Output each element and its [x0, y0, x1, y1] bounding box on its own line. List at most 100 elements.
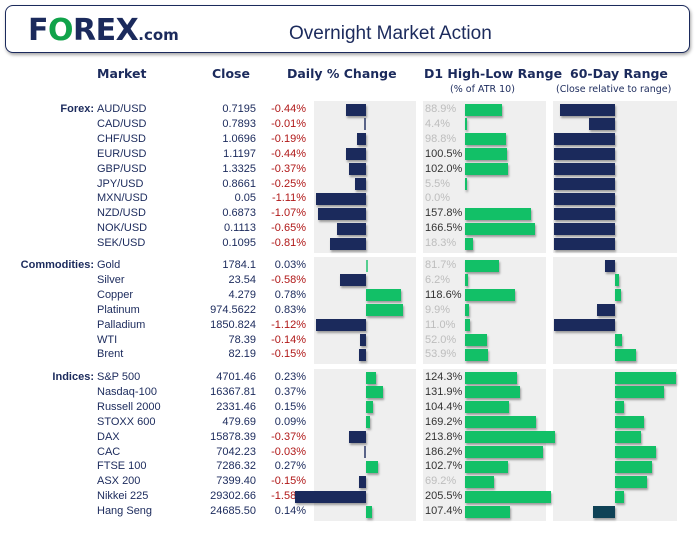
market-name: Nasdaq-100	[97, 385, 157, 398]
daily-change-bar	[315, 319, 366, 332]
daily-change-bar	[349, 163, 366, 176]
table-row: DAX 15878.39 -0.37% 213.8%	[0, 430, 697, 445]
market-name: AUD/USD	[97, 103, 147, 115]
daily-change-value: 0.83%	[274, 303, 306, 316]
daily-change-bar	[359, 475, 366, 488]
table-row: Palladium 1850.824 -1.12% 11.0%	[0, 318, 697, 333]
atr-value: 104.4%	[425, 400, 463, 413]
atr-value: 0.0%	[425, 192, 451, 205]
atr-value: 5.5%	[425, 177, 451, 190]
close-value: 0.05	[234, 192, 256, 205]
daily-change-bar	[366, 416, 371, 429]
section-label: Forex:	[60, 103, 94, 115]
d1-range-bar	[465, 274, 468, 287]
atr-value: 18.3%	[425, 237, 457, 250]
range-60d-bar	[554, 237, 615, 250]
atr-value: 213.8%	[425, 430, 463, 443]
range-60d-bar	[615, 416, 645, 429]
close-value: 0.1095	[222, 237, 256, 250]
close-value: 0.1113	[223, 222, 256, 235]
range-60d-bar	[615, 446, 657, 458]
daily-change-value: -0.44%	[271, 147, 306, 160]
close-value: 974.5622	[210, 303, 256, 316]
table-row: ASX 200 7399.40 -0.15% 69.2%	[0, 474, 697, 489]
daily-change-value: 0.09%	[274, 415, 306, 428]
daily-change-bar	[357, 133, 366, 146]
atr-value: 53.9%	[425, 348, 457, 361]
atr-value: 4.4%	[425, 117, 451, 130]
market-name: MXN/USD	[97, 192, 148, 205]
page-title: Overnight Market Action	[289, 23, 492, 44]
table-row: JPY/USD 0.8661 -0.25% 5.5%	[0, 177, 697, 192]
close-value: 29302.66	[210, 490, 256, 503]
range-60d-bar	[554, 133, 615, 146]
market-name: JPY/USD	[97, 177, 144, 190]
market-name: GBP/USD	[97, 162, 147, 175]
range-60d-bar	[615, 431, 641, 444]
daily-change-value: 0.27%	[274, 460, 306, 473]
logo-letter-f: F	[28, 13, 49, 48]
daily-change-value: -1.11%	[271, 192, 306, 205]
daily-change-bar	[366, 386, 383, 399]
close-value: 23.54	[228, 273, 256, 286]
atr-value: 11.0%	[425, 318, 456, 331]
daily-change-value: 0.14%	[274, 505, 306, 518]
d1-range-bar	[465, 416, 537, 429]
d1-range-bar	[465, 163, 508, 176]
market-name: ASX 200	[97, 475, 141, 488]
close-value: 16367.81	[210, 385, 256, 398]
range-60d-bar	[615, 460, 652, 473]
close-value: 0.7195	[222, 103, 256, 115]
daily-change-bar	[366, 401, 373, 414]
section-label: Commodities:	[20, 259, 94, 271]
daily-change-value: -0.14%	[271, 333, 306, 346]
header-banner: FOREX.com Overnight Market Action	[5, 5, 690, 53]
close-value: 0.6873	[222, 207, 256, 220]
range-60d-bar	[593, 505, 615, 518]
close-value: 0.7893	[222, 117, 256, 130]
d1-range-bar	[465, 475, 495, 488]
atr-value: 166.5%	[425, 222, 463, 235]
market-name: Brent	[97, 348, 124, 361]
d1-range-panel	[423, 257, 546, 365]
range-60d-bar	[589, 118, 615, 131]
d1-range-bar	[465, 133, 507, 146]
close-value: 0.8661	[222, 177, 256, 190]
range-60d-bar	[554, 222, 615, 235]
atr-value: 9.9%	[425, 303, 451, 316]
range-60d-bar	[554, 148, 615, 161]
table-row: Copper 4.279 0.78% 118.6%	[0, 288, 697, 303]
atr-value: 102.0%	[425, 162, 463, 175]
atr-value: 124.3%	[425, 371, 463, 383]
market-name: EUR/USD	[97, 147, 147, 160]
daily-change-value: -0.25%	[271, 177, 306, 190]
daily-change-bar	[316, 192, 366, 205]
daily-change-value: -0.37%	[271, 430, 306, 443]
market-name: NOK/USD	[97, 222, 148, 235]
daily-change-value: 0.23%	[274, 371, 306, 383]
market-name: FTSE 100	[97, 460, 147, 473]
d1-range-bar	[465, 118, 467, 131]
daily-change-value: -0.15%	[271, 348, 306, 361]
table-row: Platinum 974.5622 0.83% 9.9%	[0, 303, 697, 318]
daily-change-bar	[359, 334, 366, 346]
daily-change-bar	[349, 431, 366, 444]
logo-letter-o: O	[48, 13, 74, 48]
table-row: Nasdaq-100 16367.81 0.37% 131.9%	[0, 385, 697, 400]
d1-range-bar	[465, 446, 544, 458]
daily-change-bar	[366, 371, 377, 384]
atr-value: 69.2%	[425, 475, 457, 488]
daily-change-bar	[317, 207, 366, 220]
market-name: Nikkei 225	[97, 490, 149, 503]
daily-change-bar	[354, 178, 366, 190]
daily-change-bar	[366, 505, 373, 518]
market-name: Copper	[97, 288, 134, 301]
market-name: DAX	[97, 430, 120, 443]
range-60d-bar	[554, 319, 615, 332]
market-name: STOXX 600	[97, 415, 156, 428]
market-name: NZD/USD	[97, 207, 146, 220]
daily-change-value: -0.81%	[271, 237, 306, 250]
table-row: STOXX 600 479.69 0.09% 169.2%	[0, 415, 697, 430]
close-value: 1850.824	[210, 318, 256, 331]
atr-value: 205.5%	[425, 490, 463, 503]
